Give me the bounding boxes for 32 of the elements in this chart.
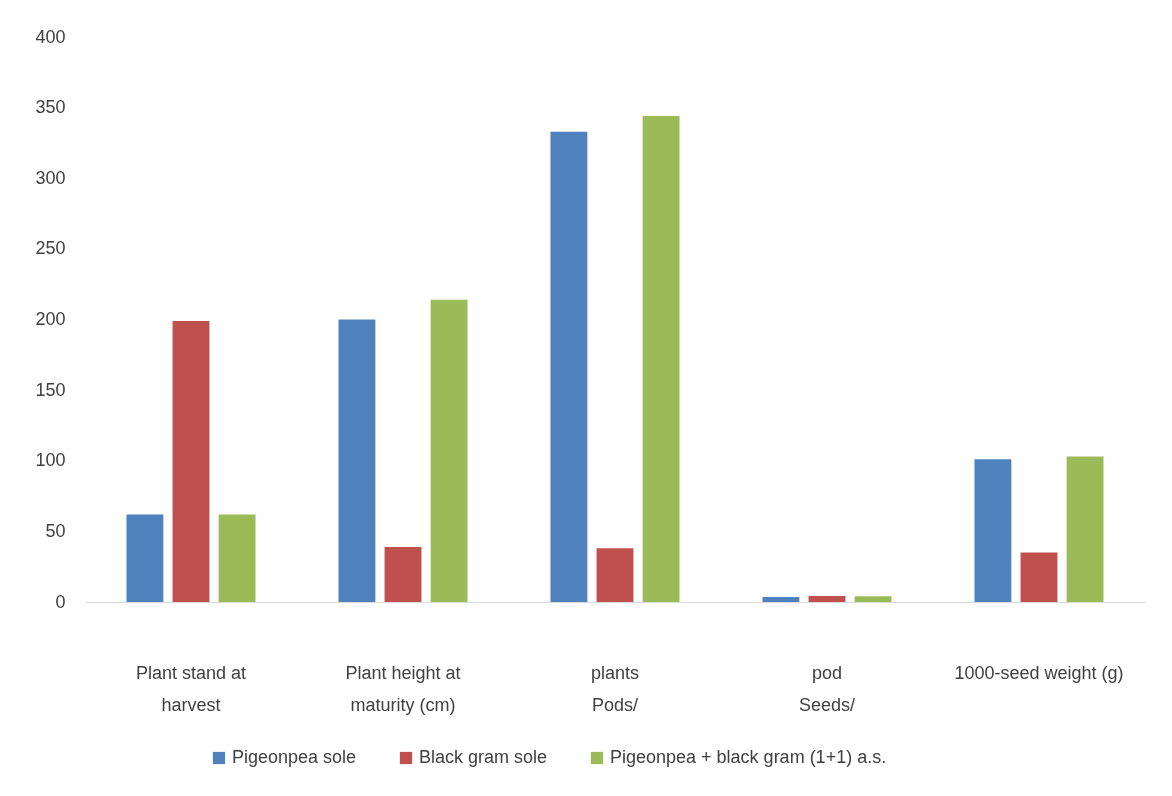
legend-label: Pigeonpea + black gram (1+1) a.s. <box>610 747 887 767</box>
bar <box>218 514 256 602</box>
bar <box>762 597 800 602</box>
legend-label: Pigeonpea sole <box>232 747 357 767</box>
bar <box>338 319 376 602</box>
bar <box>126 514 164 602</box>
bar <box>808 596 846 602</box>
y-tick-label: 400 <box>35 26 66 47</box>
y-tick-label: 0 <box>55 591 66 612</box>
legend-label: Black gram sole <box>419 747 548 767</box>
y-tick-label: 250 <box>35 238 66 259</box>
bar <box>596 548 634 602</box>
bar <box>1020 552 1058 602</box>
y-tick-label: 300 <box>35 167 66 188</box>
bar <box>1066 456 1104 602</box>
y-tick-label: 350 <box>35 97 66 118</box>
bar <box>430 299 468 602</box>
bar <box>384 546 422 602</box>
bar <box>974 459 1012 602</box>
bar <box>172 320 210 602</box>
bar <box>550 131 588 602</box>
x-tick-label: 1000-seed weight (g) <box>954 662 1124 683</box>
x-tick-label: Plant stand at harvest <box>135 662 247 715</box>
bar <box>854 596 892 602</box>
y-tick-label: 150 <box>35 379 66 400</box>
bar <box>642 116 680 602</box>
x-tick-label: plants Pods/ <box>590 662 640 715</box>
x-tick-label: Plant height at maturity (cm) <box>345 662 461 715</box>
y-tick-label: 100 <box>35 450 66 471</box>
y-tick-label: 50 <box>45 520 66 541</box>
y-tick-label: 200 <box>35 309 66 329</box>
x-tick-label: pod Seeds/ <box>798 662 856 715</box>
